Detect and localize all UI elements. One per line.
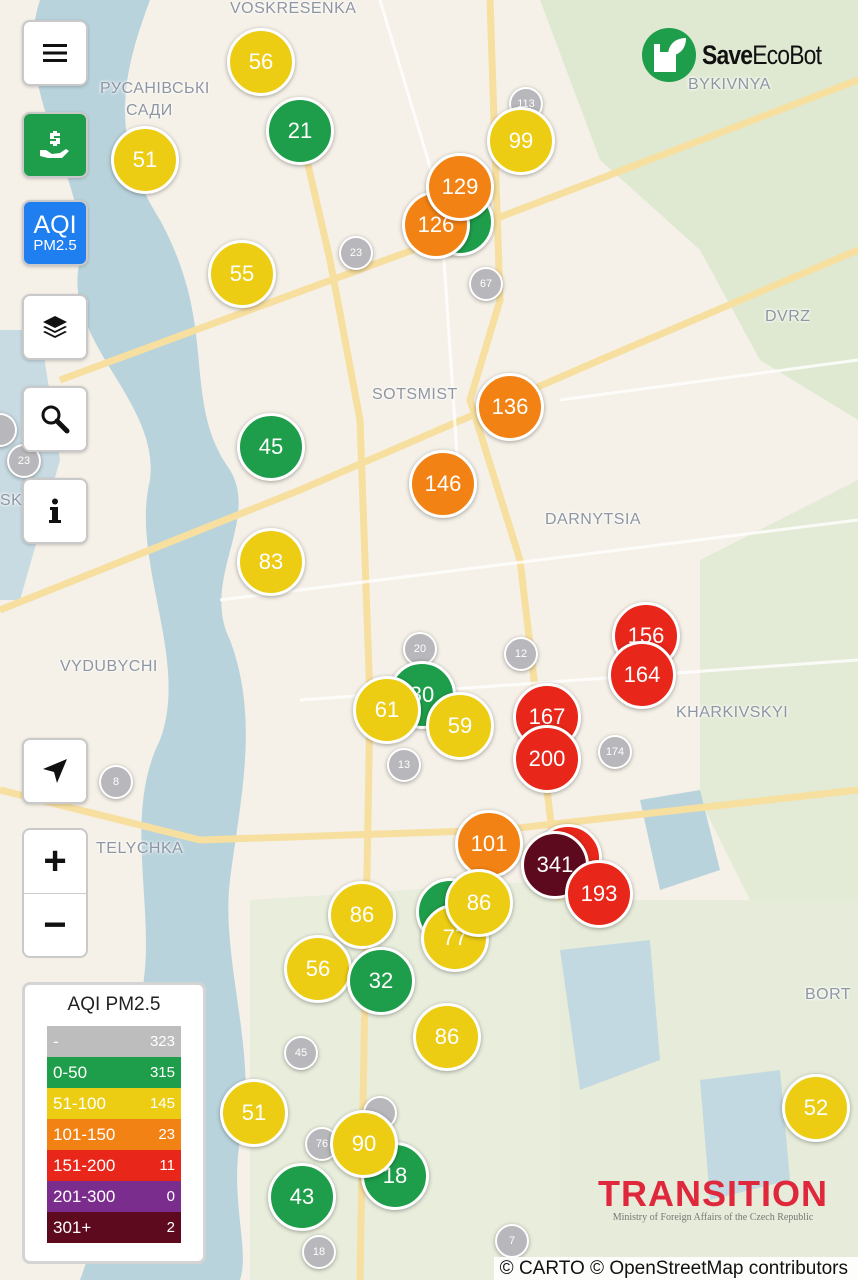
legend-range: - [53, 1031, 59, 1051]
map-place-label: KHARKIVSKYI [676, 704, 789, 721]
saveecobot-leaf-icon [642, 28, 696, 82]
legend-title: AQI PM2.5 [67, 994, 161, 1015]
legend-row: 151-200 11 [47, 1150, 181, 1181]
legend-count: 315 [149, 1064, 175, 1081]
legend-range: 301+ [53, 1217, 92, 1237]
zoom-out-button[interactable]: − [43, 903, 67, 947]
map-place-label: VYDUBYCHI [60, 658, 158, 675]
hamburger-menu-icon [43, 44, 67, 62]
partner-name: TRANSITION [598, 1173, 828, 1214]
aqi-station-marker[interactable]: 51 [111, 126, 179, 194]
brand-name: SaveEcoBot [702, 39, 822, 70]
aqi-station-marker[interactable]: 164 [608, 641, 676, 709]
aqi-legend: AQI PM2.5 -323 0-50 315 51-100 145 101-150 23 1… [22, 982, 206, 1264]
aqi-station-marker[interactable]: 52 [782, 1074, 850, 1142]
legend-row: 301+ 2 [47, 1212, 181, 1243]
station-cluster-marker[interactable]: 23 [339, 236, 373, 270]
station-cluster-marker[interactable]: 13 [387, 748, 421, 782]
aqi-station-marker[interactable]: 21 [266, 97, 334, 165]
legend-count: 145 [149, 1095, 175, 1112]
aqi-station-marker[interactable]: 55 [208, 240, 276, 308]
aqi-station-marker[interactable]: 90 [330, 1110, 398, 1178]
legend-row: 101-150 23 [47, 1119, 181, 1150]
donate-button[interactable] [22, 112, 88, 178]
layers-button[interactable] [22, 294, 88, 360]
station-cluster-marker[interactable]: 12 [504, 637, 538, 671]
station-cluster-marker[interactable]: 8 [99, 765, 133, 799]
hand-dollar-icon [40, 131, 69, 158]
legend-row: 0-50 315 [47, 1057, 181, 1088]
map-place-label: SK [0, 492, 23, 509]
aqi-station-marker[interactable]: 56 [227, 28, 295, 96]
aqi-station-marker[interactable]: 193 [565, 860, 633, 928]
legend-range: 201-300 [53, 1186, 116, 1206]
map-place-label: DVRZ [765, 308, 811, 325]
legend-row: 51-100 145 [47, 1088, 181, 1119]
aqi-station-marker[interactable]: 59 [426, 692, 494, 760]
map-place-label: VOSKRESENKA [230, 0, 357, 17]
info-button[interactable] [22, 478, 88, 544]
aqi-label: AQI [33, 211, 77, 239]
legend-count: 11 [159, 1157, 175, 1174]
aqi-station-marker[interactable]: 200 [513, 725, 581, 793]
aqi-station-marker[interactable]: 45 [237, 413, 305, 481]
legend-count: 0 [166, 1188, 175, 1205]
map-place-label: BORT [805, 986, 852, 1003]
aqi-station-marker[interactable]: 83 [237, 528, 305, 596]
info-icon [49, 498, 61, 523]
menu-button[interactable] [22, 20, 88, 86]
map-place-label: TELYCHKA [96, 840, 184, 857]
aqi-station-marker[interactable]: 129 [426, 153, 494, 221]
aqi-station-marker[interactable]: 146 [409, 450, 477, 518]
navigation-arrow-icon [43, 759, 67, 783]
aqi-station-marker[interactable]: 99 [487, 107, 555, 175]
aqi-station-marker[interactable]: 51 [220, 1079, 288, 1147]
station-cluster-marker[interactable]: 45 [284, 1036, 318, 1070]
aqi-station-marker[interactable]: 43 [268, 1163, 336, 1231]
station-cluster-marker[interactable]: 174 [598, 735, 632, 769]
legend-count: 2 [166, 1219, 175, 1236]
zoom-in-button[interactable]: + [24, 830, 86, 894]
pm25-label: PM2.5 [33, 237, 77, 254]
saveecobot-logo: SaveEcoBot [642, 28, 842, 82]
map-place-label: РУСАНІВСЬКІ [100, 80, 210, 97]
transition-partner-logo: TRANSITION Ministry of Foreign Affairs o… [598, 1173, 828, 1224]
legend-range: 151-200 [53, 1155, 116, 1175]
aqi-station-marker[interactable]: 101 [455, 810, 523, 878]
map-place-label: САДИ [126, 102, 173, 119]
map-place-label: DARNYTSIA [545, 511, 642, 528]
aqi-station-marker[interactable]: 86 [413, 1003, 481, 1071]
legend-count: 23 [158, 1126, 175, 1143]
legend-row: 201-300 0 [47, 1181, 181, 1212]
station-cluster-marker[interactable]: 7 [495, 1224, 529, 1258]
aqi-station-marker[interactable]: 32 [347, 947, 415, 1015]
legend-range: 0-50 [53, 1062, 88, 1082]
legend-range: 51-100 [53, 1093, 106, 1113]
map-place-label: SOTSMIST [372, 386, 458, 403]
aqi-station-marker[interactable]: 86 [445, 869, 513, 937]
zoom-control: + − [22, 828, 88, 958]
map-attribution[interactable]: © CARTO © OpenStreetMap contributors [493, 1257, 858, 1280]
aqi-station-marker[interactable]: 61 [353, 676, 421, 744]
layers-icon [43, 316, 67, 338]
station-cluster-marker[interactable]: 20 [403, 632, 437, 666]
search-icon [41, 405, 70, 434]
legend-row: - 323 [47, 1026, 181, 1057]
aqi-station-marker[interactable]: 136 [476, 373, 544, 441]
partner-subtitle: Ministry of Foreign Affairs of the Czech… [612, 1212, 814, 1223]
aqi-station-marker[interactable]: 86 [328, 881, 396, 949]
aqi-station-marker[interactable]: 56 [284, 935, 352, 1003]
aqi-pm25-button[interactable]: AQI PM2.5 [22, 200, 88, 266]
search-button[interactable] [22, 386, 88, 452]
legend-range: 101-150 [53, 1124, 116, 1144]
map-place-label: BYKIVNYA [688, 76, 771, 93]
locate-button[interactable] [22, 738, 88, 804]
station-cluster-marker[interactable]: 67 [469, 267, 503, 301]
legend-count: 323 [149, 1033, 175, 1050]
station-cluster-marker[interactable]: 18 [302, 1235, 336, 1269]
